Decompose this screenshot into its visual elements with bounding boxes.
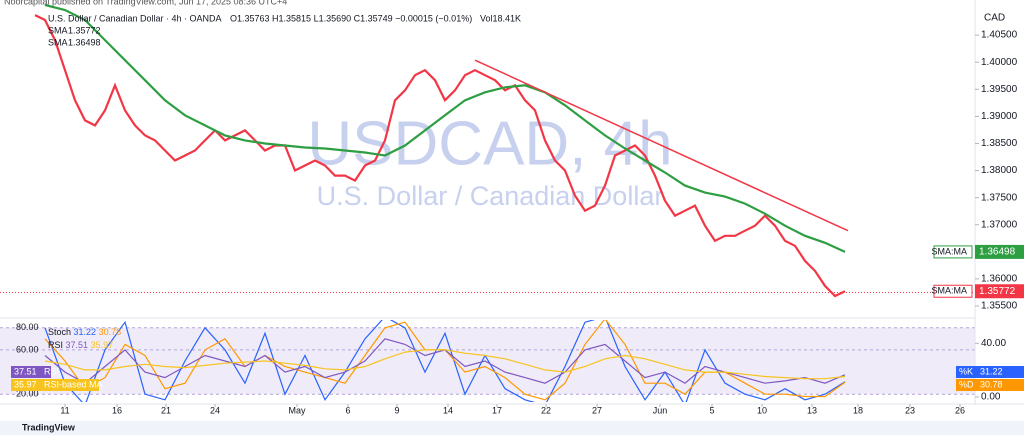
series-tag-bg [933, 245, 973, 259]
ohlc: O1.35763 H1.35815 L1.35690 C1.35749 −0.0… [230, 13, 472, 23]
series-line [44, 320, 846, 402]
y2-tick-label: 40.00 [981, 338, 1006, 349]
legend-value: 1.36498 [68, 37, 101, 47]
footer-brand: TradingView [22, 422, 76, 432]
series-line [44, 349, 846, 380]
x-tick-label: 11 [60, 405, 69, 415]
y-tick-label: 1.40500 [981, 30, 1018, 41]
x-tick-label: 10 [757, 405, 767, 415]
x-tick-label: 18 [853, 405, 863, 415]
series-tag-bg [933, 284, 973, 298]
x-tick-label: 23 [905, 405, 915, 415]
y-tick-label: 20.00 [16, 389, 39, 399]
indicator-value: 31.22 [74, 327, 97, 337]
indicator-value: 35.97 [91, 340, 114, 350]
series-value: 1.36498 [979, 247, 1016, 258]
x-tick-label: 24 [210, 405, 220, 415]
x-tick-label: 21 [161, 405, 171, 415]
y2-tick-label: 0.00 [981, 392, 1001, 403]
oscillator-band [0, 327, 975, 395]
y-tick-label: 80.00 [16, 322, 39, 332]
x-tick-label: 14 [443, 405, 453, 415]
oscillator-tag-value: 31.22 [980, 366, 1003, 376]
oscillator-tag-bg [956, 366, 1024, 378]
oscillator-tag-value: 37.51 [14, 366, 37, 376]
y-tick-label: 60.00 [16, 344, 39, 354]
y-tick-label: 1.37000 [981, 219, 1018, 230]
series-value: 1.35772 [979, 286, 1016, 297]
y-tick-label: 1.37500 [981, 192, 1018, 203]
oscillator-tag-bg [11, 366, 51, 378]
watermark-subtitle: U.S. Dollar / Canadian Dollar [317, 181, 664, 211]
oscillator-tag-bg [11, 379, 99, 391]
oscillator-tag-name: RSI-based MA [44, 379, 103, 389]
series-value-bg [975, 244, 1024, 259]
x-tick-label: 9 [394, 405, 399, 415]
y-tick-label: 1.39500 [981, 84, 1018, 95]
x-tick-label: 5 [709, 405, 714, 415]
x-tick-label: 26 [955, 405, 965, 415]
legend-name: SMA [48, 37, 68, 47]
axis-unit: CAD [984, 13, 1005, 24]
indicator-value: 30.78 [99, 327, 122, 337]
x-tick-label: 16 [112, 405, 122, 415]
indicator-name: Stoch [48, 327, 71, 337]
x-tick-label: 13 [807, 405, 817, 415]
publisher: Noorcapital published on TradingView.com… [4, 0, 287, 6]
x-tick-label: 27 [592, 405, 602, 415]
oscillator-tag-name: %D [959, 379, 974, 389]
legend-name: SMA [48, 25, 68, 35]
series-tag: SMA:MA [931, 246, 967, 256]
x-tick-label: Jun [653, 405, 668, 415]
y-tick-label: 1.39000 [981, 111, 1018, 122]
series-tag: SMA:MA [931, 286, 967, 296]
legend-value: 1.35772 [68, 25, 101, 35]
indicator-legend: Stoch 31.22 30.78 [48, 327, 121, 337]
series-line [44, 3, 846, 253]
series-value-bg [975, 284, 1024, 299]
oscillator-tag-value: 30.78 [980, 379, 1003, 389]
x-tick-label: 22 [541, 405, 551, 415]
oscillator-tag-value: 35.97 [14, 379, 37, 389]
y-tick-label: 1.35500 [981, 301, 1018, 312]
oscillator-tag-name: %K [959, 366, 973, 376]
x-tick-label: May [288, 405, 306, 415]
oscillator-tag-bg [956, 379, 1024, 391]
oscillator-tag-name: RSI [44, 366, 59, 376]
indicator-legend: RSI 37.51 35.97 [48, 340, 113, 350]
indicator-value: 37.51 [66, 340, 89, 350]
indicator-name: RSI [48, 340, 63, 350]
y-tick-label: 1.36000 [981, 274, 1018, 285]
x-tick-label: 6 [345, 405, 350, 415]
series-line [34, 14, 846, 298]
symbol: U.S. Dollar / Canadian Dollar · 4h · OAN… [48, 13, 222, 23]
trendline [474, 59, 849, 232]
y-tick-label: 1.38500 [981, 138, 1018, 149]
y-tick-label: 1.38000 [981, 165, 1018, 176]
price-axis-bg [975, 0, 1024, 405]
x-tick-label: 17 [492, 405, 502, 415]
footer-bar [0, 421, 1024, 435]
volume: Vol18.41K [480, 13, 521, 23]
y-tick-label: 1.40000 [981, 57, 1018, 68]
